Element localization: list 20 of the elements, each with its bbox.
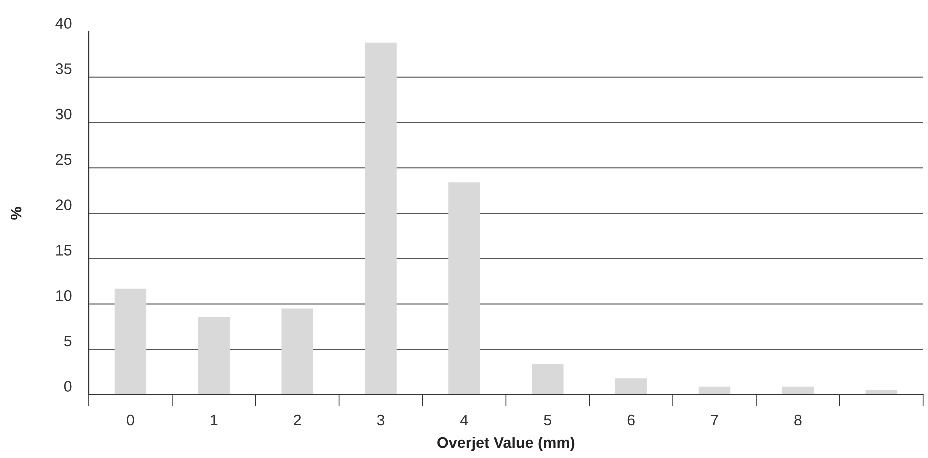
y-tick-label: 0 (64, 381, 72, 392)
y-tick-label: 30 (56, 108, 72, 120)
x-tick-label: 6 (628, 414, 635, 426)
x-tick-label: 4 (460, 415, 468, 426)
x-tick-label: 8 (794, 414, 802, 426)
y-tick-label: 25 (56, 154, 72, 166)
y-tick-label: 35 (56, 64, 72, 74)
x-axis-title: Overjet Value (mm) (438, 437, 575, 452)
y-axis-title: % (10, 207, 22, 220)
y-tick-label: 5 (64, 336, 72, 347)
x-tick-label: 5 (544, 415, 552, 426)
y-tick-label: 15 (56, 245, 72, 256)
x-tick-label: 3 (377, 414, 385, 426)
x-tick-label: 0 (127, 414, 134, 426)
y-tick-label: 10 (56, 290, 72, 302)
x-tick-label: 2 (294, 414, 302, 426)
x-tick-label: 7 (711, 415, 718, 426)
x-tick-label: 1 (211, 415, 218, 426)
y-tick-label: 40 (56, 18, 72, 29)
y-tick-label: 20 (56, 200, 72, 210)
